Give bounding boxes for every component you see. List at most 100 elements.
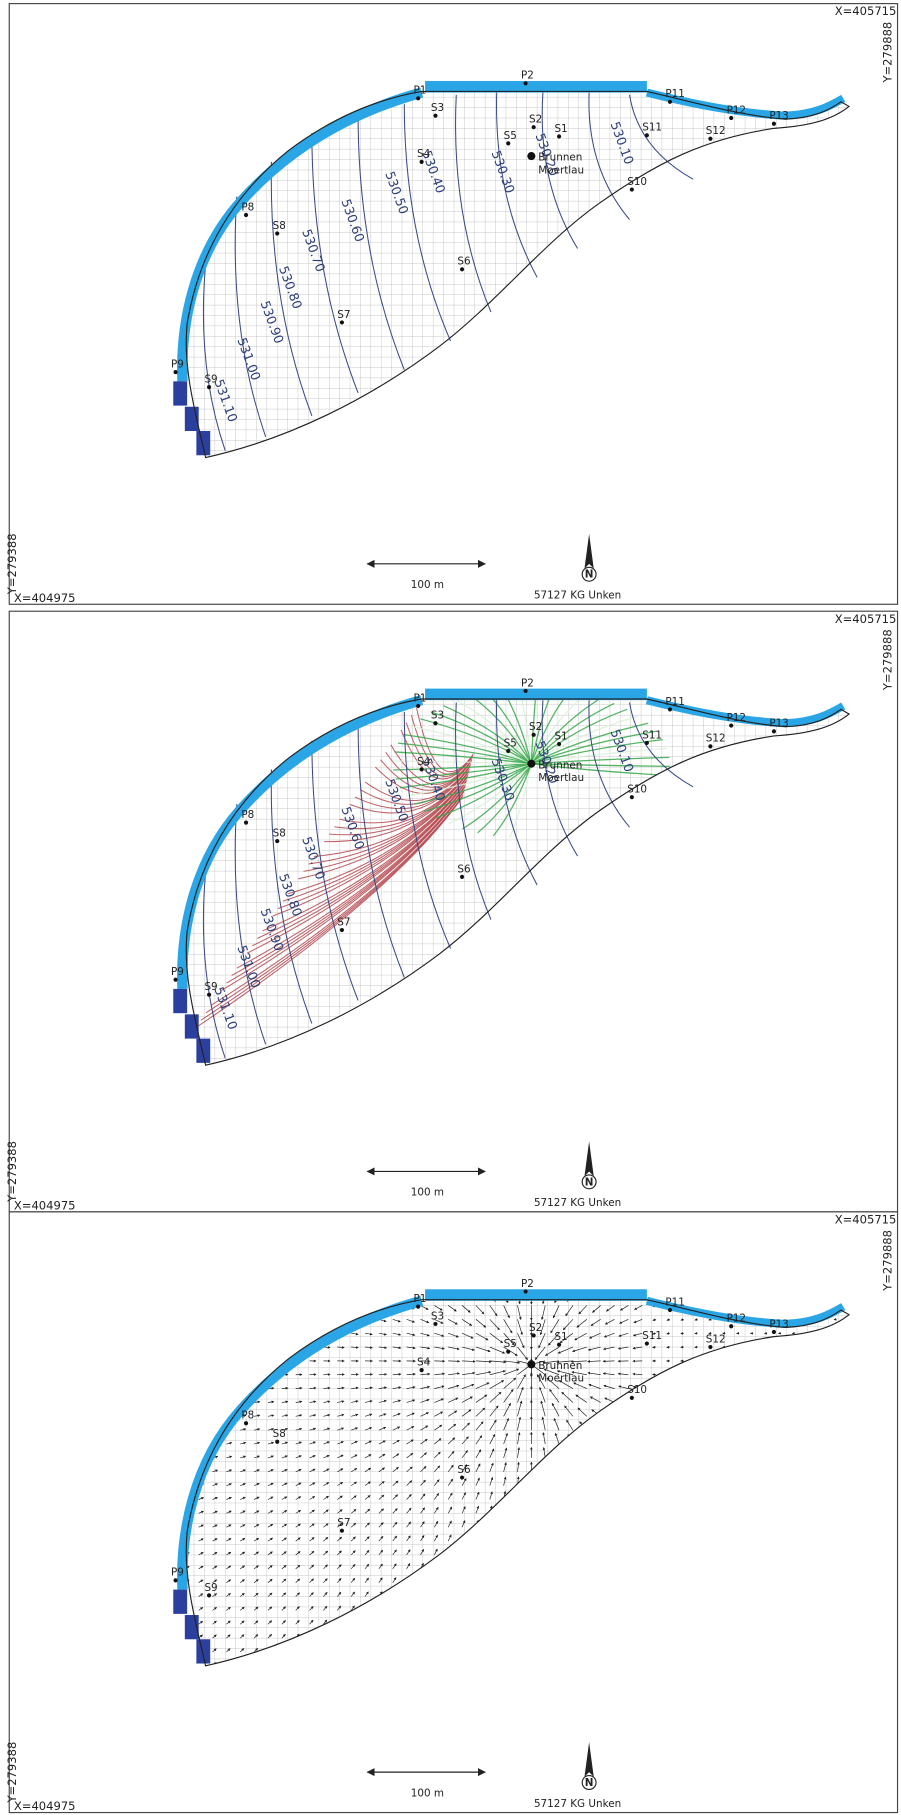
observation-point <box>506 141 510 145</box>
point-label: P12 <box>727 104 746 116</box>
point-label: S4 <box>417 1357 431 1369</box>
observation-point <box>645 133 649 137</box>
point-label: P1 <box>414 85 427 97</box>
fixed-head-cell <box>196 1039 210 1063</box>
corner-coordinate: Y=279888 <box>881 629 895 691</box>
observation-point <box>729 723 733 727</box>
observation-point <box>340 928 344 932</box>
observation-point <box>420 1368 424 1372</box>
point-label: S5 <box>504 737 517 749</box>
point-label: S10 <box>627 176 647 188</box>
observation-point <box>630 795 634 799</box>
point-label: P11 <box>665 696 684 708</box>
observation-point <box>524 81 528 85</box>
credit: 57127 KG Unken <box>534 590 621 602</box>
credit: 57127 KG Unken <box>534 1197 621 1209</box>
point-label: S8 <box>273 220 286 232</box>
corner-coordinate: X=404975 <box>14 1199 76 1213</box>
observation-point <box>460 1475 464 1479</box>
observation-point <box>524 689 528 693</box>
point-label: S1 <box>554 1331 567 1343</box>
point-label: P8 <box>241 201 254 213</box>
north-label: N <box>585 1176 594 1188</box>
corner-coordinate: Y=279888 <box>881 1230 895 1292</box>
scale-label: 100 m <box>411 1187 444 1199</box>
point-label: S12 <box>706 733 726 745</box>
point-label: S9 <box>204 1582 217 1594</box>
observation-point <box>433 1322 437 1326</box>
point-label: P2 <box>521 677 534 689</box>
point-label: S7 <box>337 1517 350 1529</box>
fixed-head-cell <box>173 1590 187 1614</box>
observation-point <box>207 993 211 997</box>
observation-point <box>420 160 424 164</box>
point-label: P12 <box>727 712 746 724</box>
observation-point <box>772 122 776 126</box>
well-label: Brunnen <box>538 1360 582 1372</box>
observation-point <box>506 1350 510 1354</box>
point-label: S5 <box>504 130 517 142</box>
point-label: P11 <box>665 1296 684 1308</box>
well-label: Moertlau <box>538 164 584 176</box>
observation-point <box>244 213 248 217</box>
observation-point <box>729 116 733 120</box>
north-label: N <box>585 1777 594 1789</box>
observation-point <box>340 320 344 324</box>
fixed-head-cell <box>196 1639 210 1663</box>
point-label: S4 <box>417 756 431 768</box>
well-label: Brunnen <box>538 759 582 771</box>
point-label: S10 <box>627 784 647 796</box>
page: {"panels": [ {"corner_x_max": "X=405715"… <box>0 0 901 1815</box>
map-panel: P1P2P11P12P13P8P9S1S2S3S4S5S6S7S8S9S10S1… <box>5 1212 897 1813</box>
observation-point <box>645 741 649 745</box>
figure: 530.10530.20530.30530.40530.50530.60530.… <box>0 0 901 1815</box>
corner-coordinate: X=405715 <box>835 1212 897 1226</box>
point-label: S3 <box>431 102 444 114</box>
point-label: S2 <box>529 721 542 733</box>
observation-point <box>506 749 510 753</box>
observation-point <box>340 1529 344 1533</box>
well <box>527 760 535 768</box>
point-label: P9 <box>171 966 184 978</box>
point-label: P2 <box>521 70 534 82</box>
map-panel: 530.10530.20530.30530.40530.50530.60530.… <box>5 4 897 605</box>
point-label: S7 <box>337 309 350 321</box>
observation-point <box>532 733 536 737</box>
observation-point <box>244 821 248 825</box>
point-label: S5 <box>504 1338 517 1350</box>
point-label: P13 <box>769 1318 788 1330</box>
observation-point <box>557 742 561 746</box>
well <box>527 1360 535 1368</box>
scale-label: 100 m <box>411 1787 444 1799</box>
observation-point <box>416 96 420 100</box>
point-label: P2 <box>521 1278 534 1290</box>
observation-point <box>708 137 712 141</box>
observation-point <box>275 1440 279 1444</box>
observation-point <box>532 125 536 129</box>
observation-point <box>416 1305 420 1309</box>
point-label: S1 <box>554 123 567 135</box>
observation-point <box>668 707 672 711</box>
observation-point <box>645 1341 649 1345</box>
fixed-head-cell <box>196 431 210 455</box>
observation-point <box>772 1330 776 1334</box>
observation-point <box>557 134 561 138</box>
well-label: Brunnen <box>538 152 582 164</box>
corner-coordinate: X=405715 <box>835 4 897 18</box>
point-label: S4 <box>417 148 431 160</box>
observation-point <box>708 1345 712 1349</box>
observation-point <box>433 114 437 118</box>
well-label: Moertlau <box>538 1373 584 1385</box>
point-label: S12 <box>706 1333 726 1345</box>
point-label: S11 <box>642 1330 662 1342</box>
observation-point <box>532 1333 536 1337</box>
point-label: S2 <box>529 1322 542 1334</box>
well <box>527 152 535 160</box>
point-label: S9 <box>204 373 217 385</box>
map-panel: 530.10530.20530.30530.40530.50530.60530.… <box>5 611 897 1212</box>
observation-point <box>557 1343 561 1347</box>
corner-coordinate: X=404975 <box>14 591 76 605</box>
fixed-head-cell <box>173 381 187 405</box>
point-label: S6 <box>457 1464 470 1476</box>
corner-coordinate: Y=279388 <box>5 1141 19 1203</box>
